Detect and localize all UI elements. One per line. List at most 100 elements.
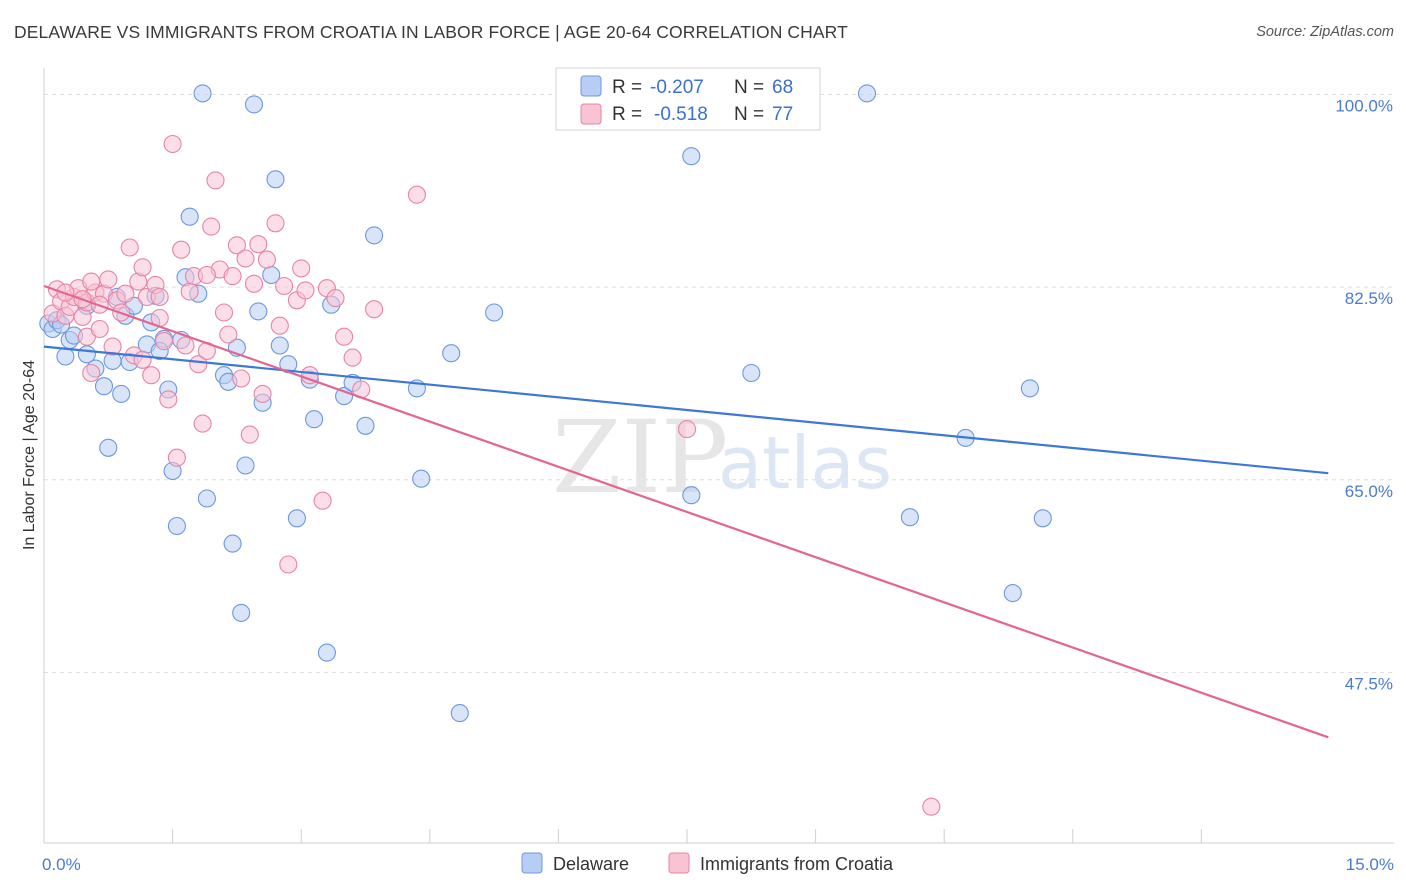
croatia-point xyxy=(240,425,259,444)
croatia-point xyxy=(99,270,118,289)
source-label[interactable]: Source: ZipAtlas.com xyxy=(1256,24,1394,40)
delaware-point xyxy=(317,643,336,662)
delaware-point xyxy=(56,347,75,366)
delaware-trend-line xyxy=(43,345,1329,475)
delaware-point xyxy=(682,147,701,166)
delaware-point xyxy=(99,438,118,457)
delaware-point xyxy=(450,704,469,723)
croatia-point xyxy=(193,414,212,433)
delaware-point xyxy=(682,486,701,505)
watermark: ZIP atlas xyxy=(552,399,892,516)
delaware-point xyxy=(112,384,131,403)
legend-n-value: 77 xyxy=(772,104,793,125)
croatia-point xyxy=(142,366,161,385)
delaware-point xyxy=(167,516,186,536)
croatia-point xyxy=(257,250,276,269)
legend-n-label: N = xyxy=(734,104,764,125)
x-tick-label: 15.0% xyxy=(1346,855,1394,874)
delaware-point xyxy=(1033,509,1052,528)
legend-r-value: -0.518 xyxy=(654,104,708,125)
bottom-legend-swatch-croatia xyxy=(668,852,690,874)
croatia-point xyxy=(172,240,191,259)
legend-swatch-delaware xyxy=(580,75,602,97)
legend-bottom: Delaware Immigrants from Croatia xyxy=(521,852,894,874)
croatia-point xyxy=(167,448,186,467)
scatter-points xyxy=(39,84,1052,816)
bottom-legend-label-croatia: Immigrants from Croatia xyxy=(700,854,894,874)
croatia-point xyxy=(313,491,332,510)
croatia-point xyxy=(236,249,255,268)
delaware-point xyxy=(287,509,306,528)
delaware-point xyxy=(266,170,285,189)
chart-title: DELAWARE VS IMMIGRANTS FROM CROATIA IN L… xyxy=(14,22,848,42)
bottom-legend-label-delaware: Delaware xyxy=(553,854,629,874)
croatia-point xyxy=(219,325,238,344)
croatia-point xyxy=(154,332,174,351)
bottom-legend-swatch-delaware xyxy=(521,852,543,874)
croatia-point xyxy=(249,235,268,254)
delaware-point xyxy=(180,207,199,226)
croatia-trend-line xyxy=(43,284,1329,739)
legend-r-label: R = xyxy=(612,77,642,98)
delaware-point xyxy=(442,344,461,363)
croatia-point xyxy=(206,171,225,190)
croatia-point xyxy=(223,267,242,286)
croatia-point xyxy=(176,336,195,355)
croatia-point xyxy=(197,265,216,285)
croatia-point xyxy=(335,327,354,346)
croatia-point xyxy=(202,217,221,236)
croatia-point xyxy=(244,274,264,293)
delaware-point xyxy=(365,226,384,245)
delaware-point xyxy=(900,508,919,527)
legend-r-value: -0.207 xyxy=(650,77,704,98)
delaware-point xyxy=(193,84,212,103)
delaware-point xyxy=(94,377,114,396)
croatia-point xyxy=(279,555,298,574)
watermark-atlas: atlas xyxy=(718,421,892,505)
croatia-point xyxy=(159,390,178,409)
croatia-point xyxy=(133,258,152,277)
croatia-point xyxy=(253,384,272,403)
x-tick-label: 0.0% xyxy=(42,855,81,874)
croatia-point xyxy=(116,284,135,303)
legend-top: R = -0.207 N = 68 R = -0.518 N = 77 xyxy=(555,67,821,131)
y-tick-label: 100.0% xyxy=(1335,97,1393,116)
delaware-point xyxy=(244,95,264,114)
delaware-point xyxy=(223,534,242,553)
croatia-point xyxy=(275,276,294,296)
delaware-point xyxy=(236,456,255,475)
delaware-point xyxy=(857,84,877,103)
delaware-point xyxy=(412,469,431,488)
legend-n-value: 68 xyxy=(772,77,793,98)
croatia-point xyxy=(270,316,289,335)
croatia-point xyxy=(189,355,208,374)
croatia-point xyxy=(133,350,152,369)
croatia-point xyxy=(407,185,426,204)
legend-n-label: N = xyxy=(734,77,764,98)
croatia-point xyxy=(82,272,101,291)
y-axis-label-group: In Labor Force | Age 20-64 xyxy=(21,360,38,550)
croatia-point xyxy=(227,236,246,255)
axes: 100.0% 82.5% 65.0% 47.5% 0.0% 15.0% xyxy=(42,68,1394,874)
delaware-point xyxy=(356,416,375,435)
y-tick-label: 65.0% xyxy=(1345,482,1393,501)
y-tick-label: 47.5% xyxy=(1345,674,1393,693)
delaware-point xyxy=(742,363,761,383)
y-axis-label: In Labor Force | Age 20-64 xyxy=(21,360,38,550)
croatia-point xyxy=(677,420,697,439)
croatia-point xyxy=(232,369,251,388)
croatia-point xyxy=(82,363,101,383)
delaware-point xyxy=(305,410,324,429)
y-tick-label: 82.5% xyxy=(1345,289,1393,308)
croatia-point xyxy=(90,319,109,339)
delaware-point xyxy=(232,603,251,622)
croatia-point xyxy=(150,287,169,307)
croatia-point xyxy=(120,238,139,257)
croatia-point xyxy=(296,281,315,300)
croatia-point xyxy=(103,337,122,356)
delaware-point xyxy=(249,302,268,321)
watermark-zip: ZIP xyxy=(552,399,728,516)
delaware-point xyxy=(1003,584,1022,603)
delaware-point xyxy=(270,336,289,355)
